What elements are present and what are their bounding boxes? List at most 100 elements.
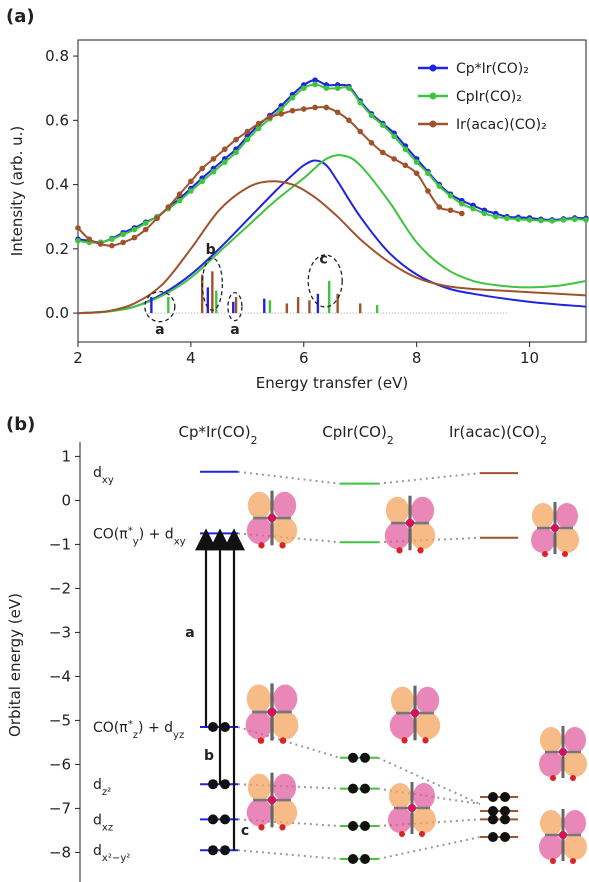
legend-marker <box>429 64 437 72</box>
b-y-tick-label: −3 <box>49 623 71 641</box>
data-point-cp <box>278 106 285 112</box>
level-connector <box>237 470 341 485</box>
legend-marker <box>429 120 437 128</box>
legend-label: Cp*Ir(CO)₂ <box>456 61 529 77</box>
data-point-cp <box>312 81 318 88</box>
data-point-acac <box>120 239 126 246</box>
data-point-cp <box>481 210 488 217</box>
data-point-cp <box>346 85 352 91</box>
y-tick-label: 0.2 <box>45 240 69 258</box>
panel-b-connectors <box>237 470 481 860</box>
panel-a-experimental-curves <box>75 77 589 249</box>
electron <box>488 792 498 802</box>
data-point-acac <box>436 204 443 210</box>
orbital-label-3: dz² <box>93 777 111 798</box>
data-point-cp <box>436 183 443 189</box>
data-point-cp <box>233 149 239 156</box>
panel-a-annotations: a b a c <box>144 242 343 338</box>
data-point-acac <box>199 165 205 172</box>
panel-b-column-titles: Cp*Ir(CO)2 CpIr(CO)2 Ir(acac)(CO)2 <box>179 423 548 447</box>
panel-b-transition-arrows: a b c <box>185 528 249 851</box>
data-point-acac <box>278 111 285 117</box>
electron <box>220 814 230 825</box>
data-point-cp <box>425 170 431 177</box>
data-point-acac <box>346 117 352 124</box>
data-point-acac <box>86 236 93 242</box>
experiment-curve-cp <box>77 83 587 244</box>
theory-curve-acac <box>77 180 587 315</box>
b-y-tick-label: −1 <box>49 535 71 553</box>
electron <box>488 814 498 825</box>
data-point-acac <box>188 178 194 185</box>
panel-b-orbital-labels: dxy CO(π*y) + dxy CO(π*z) + dyz dz² dxz dx²−y… <box>93 465 186 864</box>
b-y-tick-label: −6 <box>49 755 71 773</box>
data-point-acac <box>391 156 397 162</box>
orbital-label-1: CO(π*y) + dxy <box>93 525 186 547</box>
data-point-acac <box>459 210 465 217</box>
electron <box>488 806 498 816</box>
annotation-ellipse-3 <box>307 254 343 308</box>
data-point-acac <box>244 128 251 135</box>
transition-label: b <box>204 748 214 764</box>
panel-a-label: (a) <box>6 6 35 27</box>
orbital-label-2: CO(π*z) + dyz <box>93 719 184 741</box>
data-point-cp <box>120 231 126 238</box>
level-connector <box>237 532 341 544</box>
annotation-ellipse-2 <box>227 292 243 322</box>
electron <box>500 832 510 842</box>
level-connector <box>377 536 481 544</box>
data-point-acac <box>312 104 318 111</box>
data-point-cp <box>515 216 522 223</box>
orbital-image-8 <box>539 809 587 864</box>
annotation-label: a <box>155 322 164 338</box>
level-connector <box>377 472 481 485</box>
orbital-image-3 <box>245 683 299 744</box>
level-connector <box>377 818 481 827</box>
electron <box>348 783 358 794</box>
data-point-acac <box>142 226 149 233</box>
legend-label: CpIr(CO)₂ <box>456 89 522 105</box>
level-connector <box>377 756 481 805</box>
data-point-cp <box>470 205 476 212</box>
orbital-image-4 <box>389 685 441 744</box>
b-y-tick-label: −4 <box>49 667 71 685</box>
data-point-acac <box>289 107 296 114</box>
data-point-cp <box>549 218 555 224</box>
orbital-label-0: dxy <box>93 465 114 486</box>
annotation-ellipse-0 <box>144 291 176 323</box>
data-point-acac <box>154 215 160 222</box>
data-point-acac <box>165 204 172 210</box>
transition-label: c <box>241 823 249 839</box>
data-point-acac <box>221 146 228 153</box>
electron <box>208 814 218 825</box>
electron <box>488 832 498 842</box>
panel-b-orbital-images <box>245 490 587 864</box>
level-connector <box>377 836 481 860</box>
data-point-cp <box>131 226 138 233</box>
data-point-acac <box>131 234 138 241</box>
data-point-cp <box>199 178 205 185</box>
data-point-acac <box>75 225 81 231</box>
data-point-cp <box>459 201 465 207</box>
data-point-acac <box>402 162 409 169</box>
level-connector <box>377 787 481 805</box>
annotation-ellipse-1 <box>201 257 223 311</box>
data-point-acac <box>425 188 431 194</box>
data-point-cp <box>75 237 81 244</box>
theory-curve-cp_star <box>77 159 587 315</box>
electron <box>348 752 358 763</box>
data-point-cp <box>244 136 251 143</box>
data-point-acac <box>267 114 273 120</box>
electron <box>500 792 510 802</box>
data-point-cp <box>447 193 454 199</box>
data-point-acac <box>109 242 115 249</box>
data-point-cp <box>538 217 544 224</box>
electron <box>208 722 218 732</box>
x-tick-label: 10 <box>520 349 539 367</box>
y-tick-label: 0.0 <box>45 304 69 322</box>
data-point-acac <box>255 120 262 127</box>
x-tick-label: 6 <box>299 349 309 367</box>
data-point-cp <box>571 216 578 223</box>
data-point-cp <box>391 133 397 140</box>
